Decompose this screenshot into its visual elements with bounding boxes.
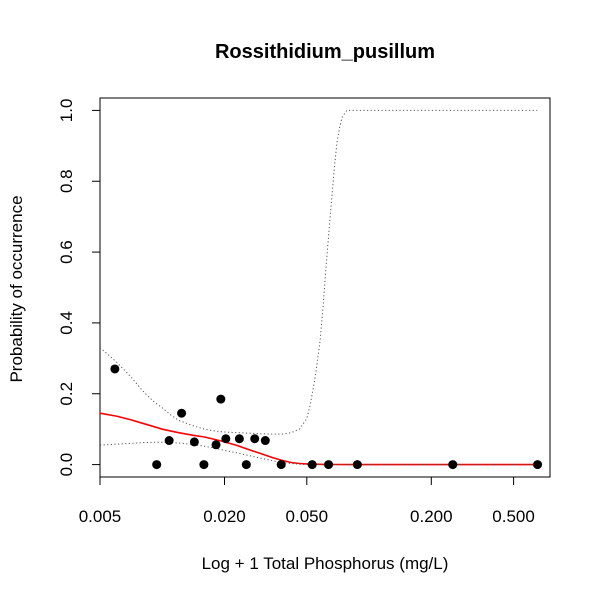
data-point: [234, 434, 244, 444]
x-axis-label: Log + 1 Total Phosphorus (mg/L): [202, 554, 449, 573]
data-point: [164, 436, 174, 446]
y-tick-label: 0.0: [57, 453, 76, 477]
y-tick-label: 0.4: [57, 311, 76, 335]
data-point: [221, 434, 231, 444]
y-tick-label: 0.8: [57, 169, 76, 193]
data-point: [533, 460, 543, 470]
x-tick-label: 0.005: [79, 507, 122, 526]
y-axis-label: Probability of occurrence: [7, 195, 26, 382]
y-axis: 0.0 0.2 0.4 0.6 0.8 1.0: [57, 99, 101, 477]
data-point: [110, 364, 120, 374]
x-tick-label: 0.200: [410, 507, 453, 526]
data-points: [110, 364, 543, 470]
data-point: [216, 394, 226, 404]
data-point: [152, 460, 162, 470]
fitted-probability-curve: [99, 412, 538, 466]
confidence-band-curve: [99, 109, 538, 435]
fitted-curves: [99, 109, 538, 466]
data-point: [260, 436, 270, 446]
data-point: [448, 460, 458, 470]
data-point: [241, 460, 251, 470]
data-point: [352, 460, 362, 470]
x-axis: 0.005 0.020 0.050 0.200 0.500: [79, 476, 535, 526]
data-point: [250, 434, 260, 444]
x-tick-label: 0.020: [203, 507, 246, 526]
data-point: [276, 460, 286, 470]
x-tick-label: 0.050: [286, 507, 329, 526]
y-tick-label: 1.0: [57, 99, 76, 123]
confidence-band-curve: [99, 441, 538, 466]
data-point: [177, 408, 187, 418]
plot-area-frame: [99, 97, 551, 478]
chart-title: Rossithidium_pusillum: [215, 41, 435, 63]
y-tick-label: 0.6: [57, 240, 76, 264]
data-point: [211, 440, 221, 450]
data-point: [189, 437, 199, 447]
data-point: [199, 460, 209, 470]
y-tick-label: 0.2: [57, 382, 76, 406]
data-point: [324, 460, 334, 470]
data-point: [307, 460, 317, 470]
x-tick-label: 0.500: [492, 507, 535, 526]
